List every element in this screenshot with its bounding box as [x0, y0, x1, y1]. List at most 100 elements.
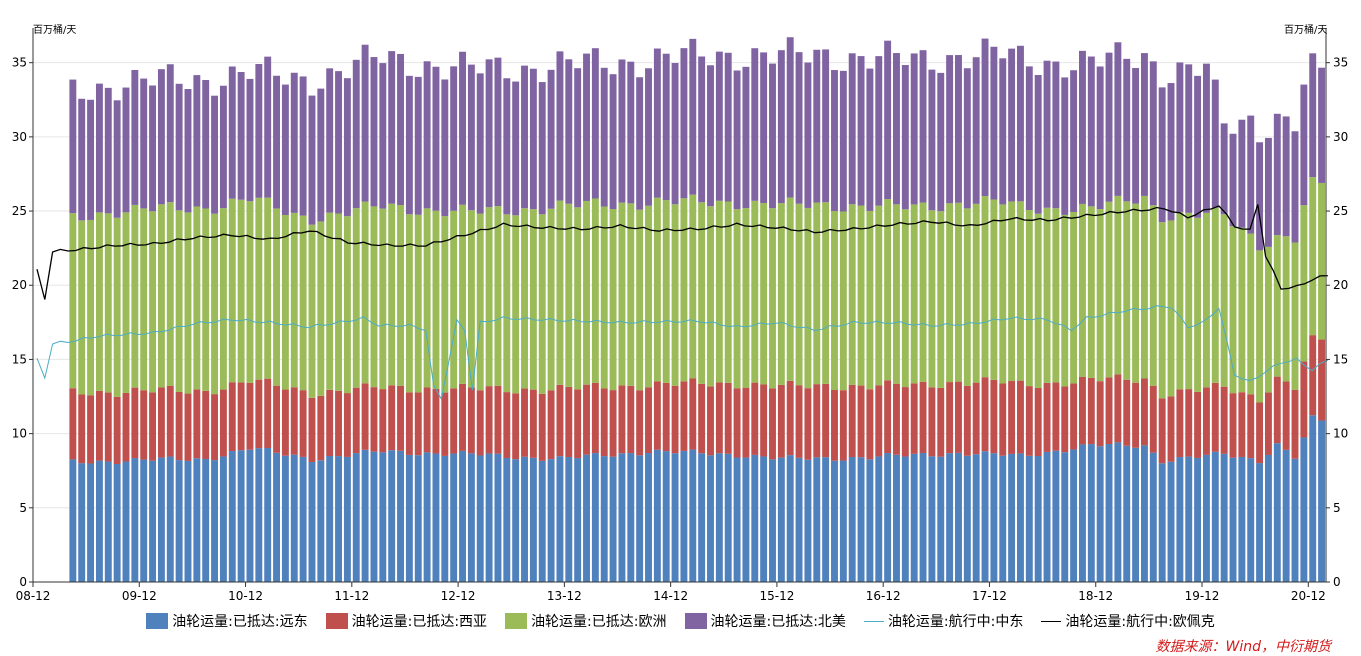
bar-north-america — [335, 71, 342, 214]
bar-europe — [361, 201, 369, 384]
bar-far-east — [423, 452, 431, 582]
bar-far-east — [255, 448, 263, 582]
bar-north-america — [184, 89, 192, 213]
bar-west-asia — [317, 395, 325, 461]
bar-far-east — [813, 457, 821, 582]
bar-north-america — [521, 65, 528, 209]
y-tick-label-right: 0 — [1333, 575, 1341, 589]
bar-north-america — [724, 52, 732, 202]
bar-far-east — [1140, 445, 1148, 582]
bar-west-asia — [831, 390, 838, 461]
bar-west-asia — [352, 387, 360, 454]
x-tick-label: 14-12 — [653, 589, 688, 600]
legend-label: 油轮运量:已抵达:西亚 — [351, 614, 488, 630]
y-tick-label-left: 5 — [19, 501, 27, 515]
bar-europe — [928, 210, 936, 388]
x-tick-label: 17-12 — [972, 589, 1007, 600]
bar-far-east — [1185, 456, 1193, 582]
bar-europe — [1185, 212, 1193, 390]
bar-far-east — [299, 456, 307, 582]
bar-europe — [290, 212, 298, 388]
bar-west-asia — [910, 383, 918, 454]
bar-europe — [591, 198, 599, 383]
bar-north-america — [273, 75, 280, 209]
bar-europe — [760, 203, 768, 385]
bar-europe — [698, 202, 706, 384]
bar-far-east — [1167, 461, 1175, 582]
bar-europe — [653, 197, 661, 382]
bar-west-asia — [441, 392, 449, 456]
bar-europe — [1017, 201, 1024, 381]
bar-north-america — [600, 67, 608, 207]
bar-north-america — [1052, 61, 1060, 209]
bar-north-america — [1070, 70, 1078, 212]
bar-north-america — [1079, 50, 1086, 204]
bar-west-asia — [1194, 391, 1202, 458]
bar-far-east — [565, 457, 573, 582]
bar-west-asia — [512, 393, 520, 460]
bar-far-east — [937, 456, 945, 582]
bar-north-america — [175, 83, 183, 211]
legend-swatch — [325, 613, 348, 629]
bar-far-east — [405, 454, 413, 582]
bar-north-america — [140, 78, 148, 209]
bar-europe — [1140, 195, 1148, 379]
bar-far-east — [1025, 455, 1033, 582]
bar-west-asia — [698, 383, 706, 454]
bar-europe — [193, 206, 201, 390]
bar-far-east — [494, 453, 502, 582]
bar-north-america — [795, 52, 803, 204]
bar-west-asia — [680, 381, 688, 451]
bar-west-asia — [113, 396, 121, 464]
bar-europe — [1211, 207, 1219, 383]
bar-north-america — [308, 95, 316, 225]
bar-west-asia — [308, 397, 316, 462]
bar-north-america — [149, 85, 157, 212]
bar-west-asia — [166, 386, 174, 457]
bar-europe — [503, 214, 511, 393]
bar-west-asia — [866, 389, 874, 460]
bar-europe — [1149, 205, 1157, 386]
bar-far-east — [113, 463, 121, 582]
bar-west-asia — [1176, 389, 1184, 458]
bar-north-america — [1061, 77, 1069, 215]
bar-north-america — [95, 83, 103, 213]
bar-far-east — [246, 449, 254, 582]
bar-far-east — [547, 459, 555, 582]
bar-north-america — [981, 38, 989, 197]
bar-north-america — [751, 48, 759, 201]
bar-north-america — [1087, 56, 1095, 207]
legend-swatch — [505, 613, 528, 629]
bar-europe — [671, 204, 679, 386]
bar-far-east — [476, 455, 484, 582]
bar-north-america — [414, 76, 422, 215]
y-tick-label-right: 35 — [1333, 56, 1348, 70]
bar-europe — [432, 210, 440, 389]
bar-north-america — [122, 87, 130, 213]
bar-north-america — [946, 55, 954, 204]
bar-north-america — [822, 49, 830, 203]
bar-west-asia — [521, 388, 528, 457]
bar-europe — [273, 208, 280, 386]
bar-far-east — [219, 456, 227, 582]
bar-west-asia — [1149, 385, 1157, 453]
y-tick-label-left: 35 — [12, 56, 27, 70]
bar-europe — [352, 208, 360, 388]
bar-far-east — [946, 453, 954, 582]
bar-far-east — [529, 457, 537, 582]
bar-far-east — [1132, 447, 1140, 582]
line-mideast-sailing — [36, 305, 1328, 401]
bar-europe — [724, 201, 732, 383]
bar-europe — [1273, 235, 1281, 377]
bar-west-asia — [78, 394, 86, 464]
x-tick-label: 16-12 — [866, 589, 901, 600]
bar-far-east — [707, 455, 714, 582]
bar-west-asia — [715, 382, 723, 454]
bar-europe — [1061, 214, 1069, 387]
bar-far-east — [326, 456, 334, 582]
bar-far-east — [69, 459, 77, 582]
bar-europe — [574, 207, 582, 390]
bar-far-east — [999, 455, 1007, 582]
bar-west-asia — [1167, 396, 1175, 462]
bar-north-america — [1309, 53, 1317, 178]
